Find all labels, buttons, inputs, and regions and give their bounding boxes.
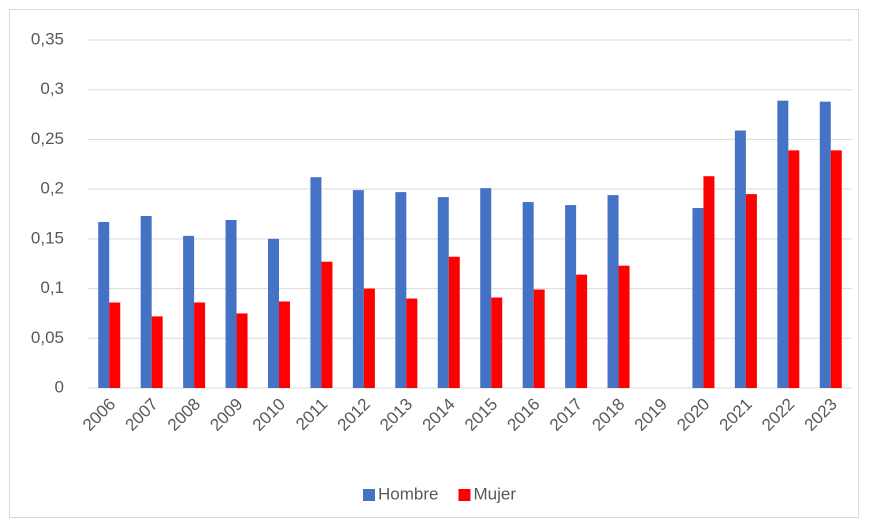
bar xyxy=(98,221,110,388)
bar xyxy=(522,202,534,388)
bar xyxy=(194,302,206,388)
bar xyxy=(607,195,619,388)
bar xyxy=(576,274,588,388)
legend-label: Mujer xyxy=(473,484,516,503)
y-tick-label: 0,15 xyxy=(31,228,64,247)
bar xyxy=(491,297,503,388)
bar xyxy=(618,265,630,388)
y-tick-label: 0,3 xyxy=(40,79,64,98)
bar xyxy=(437,197,449,388)
bar xyxy=(395,192,407,388)
bar xyxy=(703,176,715,388)
legend-swatch xyxy=(458,489,471,501)
bar xyxy=(777,100,789,388)
bar xyxy=(363,288,375,388)
y-tick-label: 0,25 xyxy=(31,129,64,148)
bar xyxy=(140,215,152,388)
bar xyxy=(151,316,163,388)
bar xyxy=(225,219,237,388)
legend-swatch xyxy=(363,489,375,501)
bar xyxy=(109,302,121,388)
bar xyxy=(533,289,545,388)
y-tick-label: 0 xyxy=(55,377,64,396)
bar xyxy=(321,261,333,388)
y-tick-label: 0,1 xyxy=(40,278,64,297)
bar xyxy=(692,208,704,388)
bar xyxy=(830,150,842,388)
bar xyxy=(352,190,364,388)
bar xyxy=(236,313,248,388)
bar xyxy=(565,205,577,388)
bar xyxy=(183,235,195,388)
y-tick-label: 0,35 xyxy=(31,29,64,48)
bar xyxy=(310,177,322,388)
bar xyxy=(788,150,800,388)
bar xyxy=(480,188,492,388)
bar xyxy=(745,194,757,388)
bar xyxy=(279,301,290,388)
bar xyxy=(734,130,746,389)
y-tick-label: 0,05 xyxy=(31,328,64,347)
bar xyxy=(819,101,831,388)
bar xyxy=(406,298,418,388)
legend-label: Hombre xyxy=(378,484,438,503)
bar xyxy=(268,238,279,388)
y-tick-label: 0,2 xyxy=(40,179,64,198)
chart-border xyxy=(9,9,859,518)
bar xyxy=(448,256,460,388)
